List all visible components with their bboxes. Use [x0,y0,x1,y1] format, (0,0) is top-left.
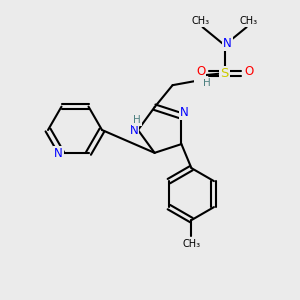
Text: CH₃: CH₃ [239,16,258,26]
Text: N: N [180,106,189,119]
Text: N: N [195,69,204,82]
Text: CH₃: CH₃ [191,16,210,26]
Text: S: S [220,67,229,80]
Text: N: N [223,37,232,50]
Text: H: H [133,115,141,125]
Text: N: N [54,147,63,160]
Text: O: O [196,65,205,78]
Text: O: O [244,65,253,78]
Text: H: H [203,78,211,88]
Text: CH₃: CH₃ [182,239,200,249]
Text: N: N [130,124,138,136]
